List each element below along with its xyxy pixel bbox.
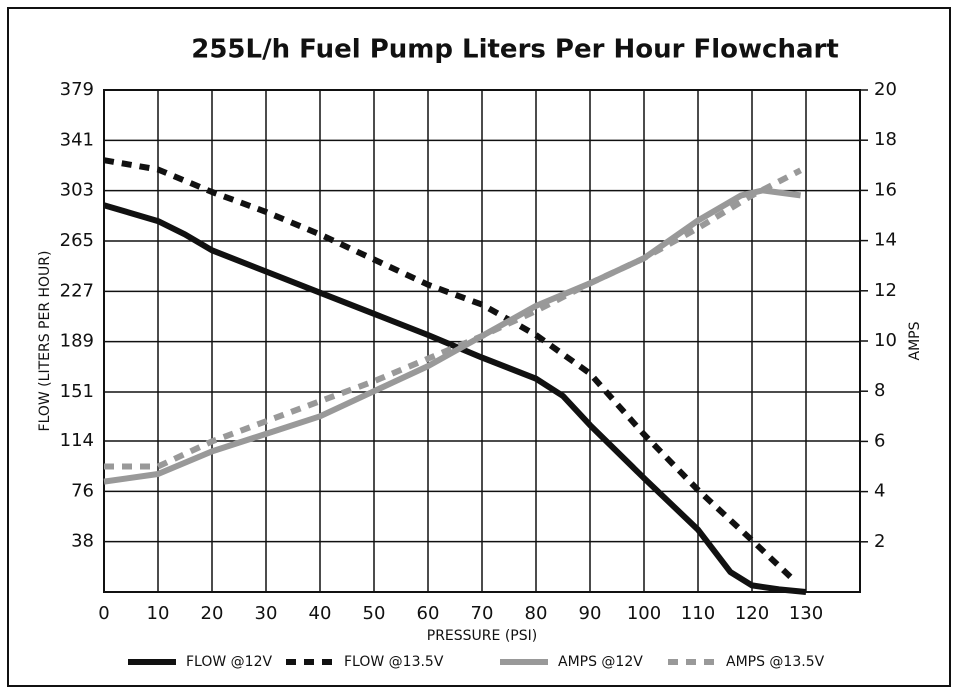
y2-tick-label: 14: [874, 230, 897, 251]
series-line: [104, 167, 802, 470]
x-tick-label: 60: [417, 603, 440, 624]
y-tick-label: 227: [60, 280, 94, 301]
x-tick-label: 10: [147, 603, 170, 624]
y2-tick-label: 8: [874, 380, 885, 401]
x-axis-label: PRESSURE (PSI): [427, 628, 537, 644]
x-tick-label: 30: [255, 603, 278, 624]
y2-tick-label: 2: [874, 531, 885, 552]
x-tick-label: 20: [201, 603, 224, 624]
y2-axis-label: AMPS: [907, 321, 923, 360]
y-tick-label: 76: [71, 480, 94, 501]
legend-label: FLOW @12V: [186, 654, 272, 670]
frame: [7, 7, 951, 687]
x-tick-label: 0: [98, 603, 109, 624]
y-tick-label: 303: [60, 180, 94, 201]
y-tick-label: 38: [71, 531, 94, 552]
x-tick-label: 130: [789, 603, 823, 624]
x-tick-label: 110: [681, 603, 715, 624]
y2-tick-label: 10: [874, 330, 897, 351]
y-tick-label: 379: [60, 79, 94, 100]
x-tick-label: 50: [363, 603, 386, 624]
x-tick-label: 90: [579, 603, 602, 624]
legend-label: AMPS @13.5V: [726, 654, 825, 670]
legend-label: AMPS @12V: [558, 654, 643, 670]
y-tick-label: 341: [60, 129, 94, 150]
x-tick-label: 70: [471, 603, 494, 624]
series-line: [103, 202, 807, 595]
y2-tick-label: 16: [874, 179, 897, 200]
y-tick-label: 151: [60, 381, 94, 402]
y-tick-label: 114: [60, 430, 94, 451]
y2-tick-label: 20: [874, 79, 897, 100]
y-axis-label: FLOW (LITERS PER HOUR): [37, 251, 53, 432]
x-tick-label: 100: [627, 603, 661, 624]
y2-tick-label: 18: [874, 129, 897, 150]
y2-tick-label: 6: [874, 430, 885, 451]
x-tick-label: 40: [309, 603, 332, 624]
y-tick-label: 189: [60, 331, 94, 352]
y2-tick-label: 4: [874, 481, 885, 502]
y-tick-label: 265: [60, 230, 94, 251]
y2-tick-label: 12: [874, 280, 897, 301]
x-tick-label: 80: [525, 603, 548, 624]
plot-border: [103, 89, 861, 593]
chart-title: 255L/h Fuel Pump Liters Per Hour Flowcha…: [191, 35, 839, 65]
x-tick-label: 120: [735, 603, 769, 624]
legend-label: FLOW @13.5V: [344, 654, 444, 670]
